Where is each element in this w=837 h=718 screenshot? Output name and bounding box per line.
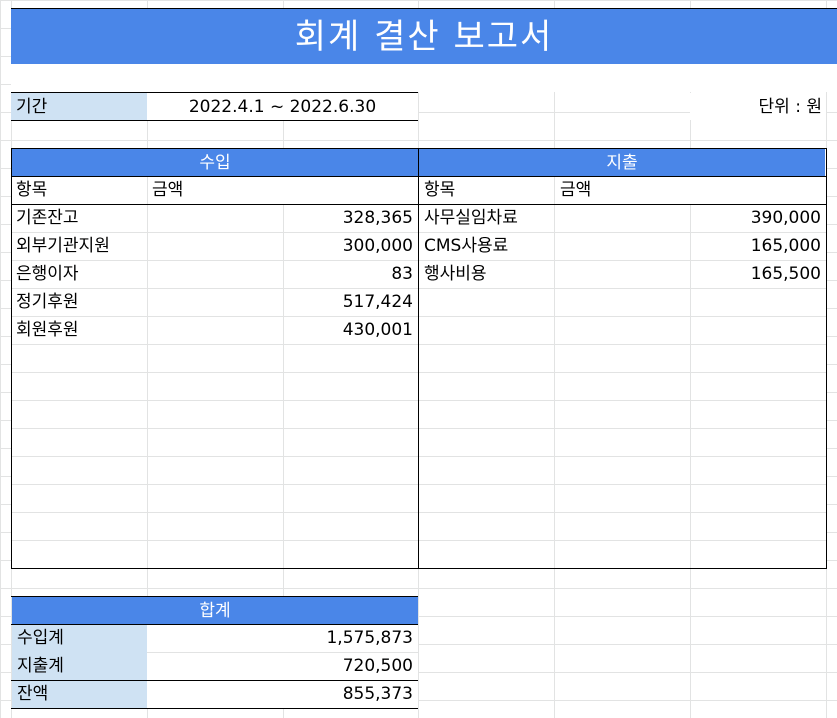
expense-col-item[interactable]: 항목 (424, 180, 456, 200)
border (11, 148, 12, 569)
income-col-item[interactable]: 항목 (16, 180, 48, 200)
income-row-item[interactable]: 은행이자 (16, 264, 79, 284)
grid-col-line (554, 176, 555, 568)
border (11, 92, 418, 93)
income-header[interactable]: 수입 (12, 149, 418, 176)
income-row-item[interactable]: 기존잔고 (16, 208, 79, 228)
period-label[interactable]: 기간 (11, 93, 147, 120)
expense-row-amount[interactable]: 165,500 (750, 264, 821, 284)
expense-col-amount[interactable]: 금액 (560, 180, 592, 200)
total-header[interactable]: 합계 (12, 597, 418, 624)
income-row-item[interactable]: 정기후원 (16, 292, 79, 312)
total-label[interactable]: 수입계 (12, 624, 147, 652)
grid-col-line (283, 204, 284, 568)
border (11, 120, 418, 121)
total-amount[interactable]: 720,500 (147, 652, 418, 680)
spacer-row (11, 64, 837, 92)
expense-row-item[interactable]: 행사비용 (424, 264, 487, 284)
unit-label[interactable]: 단위 : 원 (690, 93, 826, 120)
grid-col-line (690, 204, 691, 568)
border (11, 708, 418, 709)
border (11, 624, 418, 625)
grid-col-line (147, 176, 148, 568)
expense-row-item[interactable]: CMS사용료 (424, 236, 509, 256)
income-row-amount[interactable]: 430,001 (342, 320, 413, 340)
income-row-amount[interactable]: 328,365 (342, 208, 413, 228)
total-label[interactable]: 잔액 (12, 680, 147, 708)
income-row-item[interactable]: 회원후원 (16, 320, 79, 340)
period-value[interactable]: 2022.4.1 ~ 2022.6.30 (147, 93, 418, 120)
border (826, 148, 827, 569)
total-label[interactable]: 지출계 (12, 652, 147, 680)
expense-header[interactable]: 지출 (419, 149, 825, 176)
expense-row-amount[interactable]: 390,000 (750, 208, 821, 228)
expense-row-amount[interactable]: 165,000 (750, 236, 821, 256)
total-amount[interactable]: 855,373 (147, 680, 418, 708)
border (418, 148, 419, 569)
border (11, 568, 827, 569)
income-col-amount[interactable]: 금액 (152, 180, 184, 200)
income-row-amount[interactable]: 517,424 (342, 292, 413, 312)
income-row-amount[interactable]: 300,000 (342, 236, 413, 256)
border (11, 596, 418, 597)
border (11, 680, 418, 681)
expense-row-item[interactable]: 사무실임차료 (424, 208, 518, 228)
report-title: 회계 결산 보고서 (11, 8, 837, 65)
total-amount[interactable]: 1,575,873 (147, 624, 418, 652)
income-row-item[interactable]: 외부기관지원 (16, 236, 110, 256)
income-row-amount[interactable]: 83 (391, 264, 413, 284)
grid-row-line (147, 652, 418, 653)
